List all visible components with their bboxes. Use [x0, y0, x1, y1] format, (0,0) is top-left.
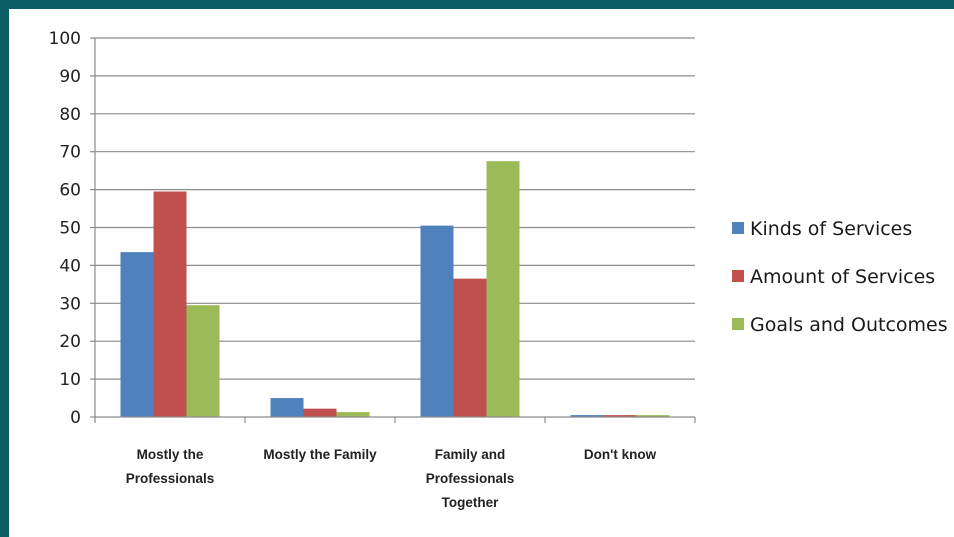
bar [186, 305, 220, 417]
category-label: Together [442, 495, 499, 510]
legend-swatch [732, 318, 744, 330]
y-tick-label: 30 [59, 294, 81, 314]
y-tick-label: 90 [59, 67, 81, 87]
category-label: Professionals [126, 471, 215, 486]
bar [303, 408, 337, 417]
bar [420, 225, 454, 417]
bars [120, 161, 670, 417]
y-tick-label: 20 [59, 332, 81, 352]
y-tick-label: 0 [70, 408, 81, 428]
legend-label: Goals and Outcomes [750, 314, 948, 336]
category-label: Don't know [584, 447, 657, 462]
category-label: Mostly the Family [263, 447, 377, 462]
category-label: Family and [435, 447, 506, 462]
y-tick-label: 100 [49, 29, 81, 49]
y-tick-label: 80 [59, 105, 81, 125]
category-label: Professionals [426, 471, 515, 486]
legend: Kinds of Services Amount of Services Goals… [732, 218, 948, 336]
y-axis: 0 10 20 30 40 50 60 70 80 90 100 [49, 29, 96, 428]
x-axis: Mostly the Professionals Mostly the Family… [94, 416, 696, 510]
category-label: Mostly the [137, 447, 204, 462]
legend-label: Kinds of Services [750, 218, 912, 240]
y-tick-label: 50 [59, 219, 81, 239]
bar [270, 398, 304, 417]
legend-swatch [732, 270, 744, 282]
bar [570, 415, 604, 417]
bar [153, 191, 187, 417]
bar [603, 415, 637, 417]
gridlines [95, 37, 695, 380]
bar [453, 278, 487, 417]
legend-label: Amount of Services [750, 266, 935, 288]
y-tick-label: 60 [59, 181, 81, 201]
bar [486, 161, 520, 417]
legend-swatch [732, 222, 744, 234]
y-tick-label: 40 [59, 256, 81, 276]
y-tick-label: 70 [59, 143, 81, 163]
bar [336, 412, 370, 417]
bar [636, 415, 670, 417]
bar [120, 252, 154, 417]
y-tick-label: 10 [59, 370, 81, 390]
